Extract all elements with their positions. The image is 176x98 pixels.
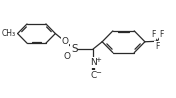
Text: F: F <box>151 30 155 39</box>
Text: CH₃: CH₃ <box>1 29 16 38</box>
Text: C: C <box>90 71 96 80</box>
Text: N: N <box>90 58 96 67</box>
Text: O: O <box>63 52 70 61</box>
Text: S: S <box>71 44 78 54</box>
Text: F: F <box>155 42 159 51</box>
Text: −: − <box>95 70 101 76</box>
Text: +: + <box>95 57 101 63</box>
Text: O: O <box>62 37 69 46</box>
Text: F: F <box>159 30 164 39</box>
